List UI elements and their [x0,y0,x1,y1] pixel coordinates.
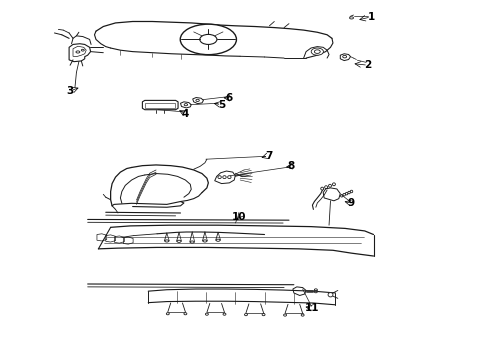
Ellipse shape [203,240,207,242]
Ellipse shape [262,314,265,316]
Ellipse shape [196,99,199,102]
Ellipse shape [315,50,320,53]
Ellipse shape [228,176,231,179]
Text: 4: 4 [182,109,189,119]
Ellipse shape [332,183,335,186]
Ellipse shape [301,314,304,316]
Ellipse shape [315,290,318,292]
Ellipse shape [284,314,287,316]
Ellipse shape [349,17,353,19]
Ellipse shape [165,240,169,242]
Text: 9: 9 [348,198,355,208]
Text: 1: 1 [368,12,375,22]
Ellipse shape [190,241,194,243]
Ellipse shape [345,192,348,195]
Text: 8: 8 [288,161,295,171]
Ellipse shape [184,104,188,106]
Ellipse shape [311,48,323,55]
Ellipse shape [329,184,331,187]
Ellipse shape [350,190,353,193]
Ellipse shape [223,176,226,179]
Ellipse shape [315,289,318,291]
Ellipse shape [223,313,226,315]
Ellipse shape [321,187,324,190]
Ellipse shape [341,194,343,197]
Ellipse shape [245,314,247,316]
Text: 6: 6 [226,93,233,103]
Ellipse shape [218,176,221,179]
Ellipse shape [184,312,187,315]
Text: 5: 5 [218,100,225,110]
Text: 10: 10 [232,212,246,221]
Ellipse shape [205,313,208,315]
Ellipse shape [81,49,84,51]
Ellipse shape [343,55,346,58]
Ellipse shape [180,24,237,55]
Ellipse shape [348,191,350,194]
Text: 3: 3 [67,86,74,96]
Ellipse shape [325,186,328,189]
Text: 2: 2 [365,60,372,70]
Ellipse shape [166,312,169,315]
Text: 7: 7 [265,150,272,161]
Ellipse shape [216,239,220,241]
Ellipse shape [343,193,345,196]
Ellipse shape [76,51,80,53]
Text: 11: 11 [305,303,319,314]
Ellipse shape [315,291,318,293]
Ellipse shape [328,293,333,297]
Ellipse shape [200,35,217,44]
Ellipse shape [177,240,181,242]
